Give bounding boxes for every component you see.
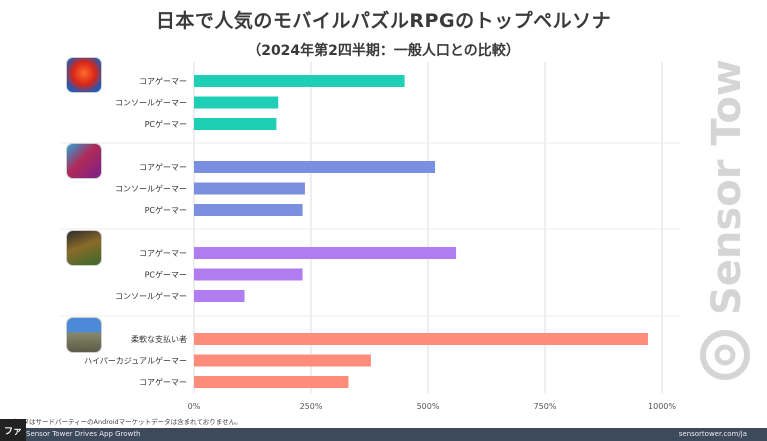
category-label: コアゲーマー xyxy=(139,162,187,172)
bar xyxy=(194,96,279,109)
bar xyxy=(194,354,371,367)
corner-logo-icon: ファ xyxy=(0,419,26,441)
bar xyxy=(194,75,405,87)
bar xyxy=(194,290,245,302)
x-tick-label: 1000% xyxy=(648,402,676,411)
bar xyxy=(194,161,436,173)
footer-tagline: Sensor Tower Drives App Growth xyxy=(26,430,141,438)
game-3-app-icon xyxy=(66,230,102,266)
category-label: コアゲーマー xyxy=(139,248,187,258)
category-label: 柔軟な支払い者 xyxy=(131,334,187,344)
category-label: PCゲーマー xyxy=(145,205,187,215)
bar xyxy=(194,204,303,216)
game-4-app-icon xyxy=(66,317,102,353)
x-tick-label: 0% xyxy=(188,402,201,411)
x-tick-label: 750% xyxy=(534,402,557,411)
category-label: コンソールゲーマー xyxy=(115,184,187,194)
watermark-text: Sensor Tower xyxy=(704,60,750,315)
footer-url[interactable]: sensortower.com/ja xyxy=(678,430,747,438)
game-2-app-icon xyxy=(66,143,102,179)
x-tick-label: 250% xyxy=(300,402,323,411)
bar xyxy=(194,376,349,388)
category-label: ハイパーカジュアルゲーマー xyxy=(84,356,187,366)
bar xyxy=(194,268,303,281)
category-label: PCゲーマー xyxy=(145,119,187,129)
category-label: PCゲーマー xyxy=(145,270,187,280)
bar xyxy=(194,247,457,259)
x-tick-label: 500% xyxy=(417,402,440,411)
footer-bar: Sensor Tower Drives App Growth sensortow… xyxy=(0,428,767,441)
bar xyxy=(194,182,305,195)
footnote: ※データはサードパーティーのAndroidマーケットデータは含まれておりません。 xyxy=(4,418,242,426)
category-label: コアゲーマー xyxy=(139,76,187,86)
category-label: コンソールゲーマー xyxy=(115,98,187,108)
sensor-tower-watermark: Sensor Tower xyxy=(700,60,750,380)
bar xyxy=(194,333,648,345)
sensor-tower-logo-icon xyxy=(700,330,750,380)
bar xyxy=(194,118,277,130)
category-label: コンソールゲーマー xyxy=(115,291,187,301)
chart-title: 日本で人気のモバイルパズルRPGのトップペルソナ xyxy=(155,10,612,32)
chart-subtitle: （2024年第2四半期：一般人口との比較） xyxy=(247,43,520,59)
game-1-app-icon xyxy=(66,57,102,93)
category-label: コアゲーマー xyxy=(139,377,187,387)
